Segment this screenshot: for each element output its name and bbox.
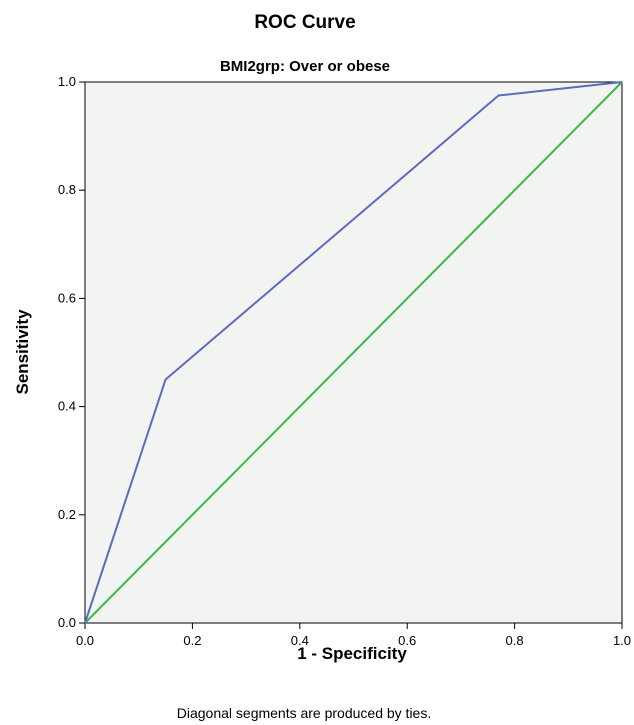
- y-axis-label: Sensitivity: [13, 309, 32, 395]
- x-tick-label: 0.6: [398, 633, 416, 648]
- x-axis-label: 1 - Specificity: [297, 644, 407, 663]
- x-tick-label: 1.0: [613, 633, 631, 648]
- x-tick-label: 0.4: [291, 633, 309, 648]
- x-tick-label: 0.8: [506, 633, 524, 648]
- x-tick-label: 0.0: [76, 633, 94, 648]
- y-tick-label: 0.8: [58, 182, 76, 197]
- y-axis: 0.0 0.2 0.4 0.6 0.8 1.0: [58, 74, 85, 630]
- x-tick-label: 0.2: [183, 633, 201, 648]
- y-tick-label: 0.4: [58, 399, 76, 414]
- chart-footnote: Diagonal segments are produced by ties.: [177, 705, 431, 721]
- chart-subtitle: BMI2grp: Over or obese: [220, 58, 390, 75]
- y-tick-label: 0.0: [58, 615, 76, 630]
- y-tick-label: 1.0: [58, 74, 76, 89]
- chart-title: ROC Curve: [254, 12, 355, 33]
- series-layer: [84, 81, 623, 624]
- x-axis: 0.0 0.2 0.4 0.6 0.8 1.0: [76, 623, 631, 648]
- y-tick-label: 0.2: [58, 507, 76, 522]
- reference-diagonal-line: [84, 81, 623, 624]
- y-tick-label: 0.6: [58, 290, 76, 305]
- roc-curve-line: [84, 81, 623, 624]
